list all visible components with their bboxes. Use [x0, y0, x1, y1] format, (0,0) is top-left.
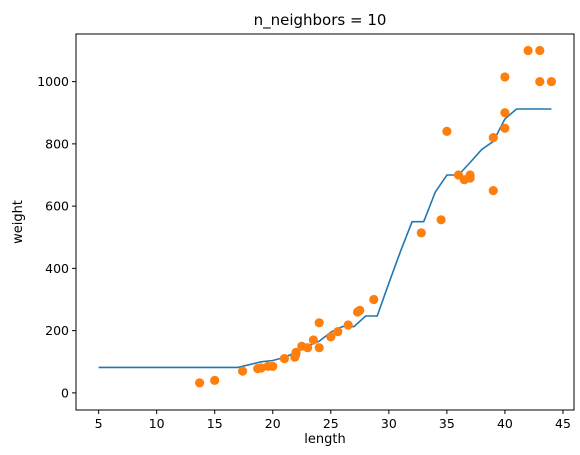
scatter-point — [355, 305, 365, 315]
scatter-point — [416, 228, 426, 238]
plot-area — [98, 45, 557, 388]
x-tick-label: 10 — [149, 416, 165, 431]
scatter-point — [369, 294, 379, 305]
chart-title: n_neighbors = 10 — [254, 11, 387, 30]
scatter-point — [256, 363, 266, 373]
scatter-point — [268, 361, 278, 371]
x-tick-label: 5 — [95, 416, 103, 431]
scatter-point — [343, 320, 353, 330]
y-axis-label: weight — [11, 200, 26, 244]
scatter-point — [291, 347, 301, 357]
scatter-point — [210, 375, 220, 385]
scatter-point — [500, 108, 510, 118]
x-tick-label: 25 — [323, 416, 339, 431]
scatter-point — [436, 215, 446, 225]
scatter-point — [279, 354, 289, 364]
scatter-point — [523, 45, 533, 56]
scatter-point — [535, 45, 545, 56]
scatter-point — [546, 77, 557, 87]
scatter-point — [303, 343, 313, 353]
x-tick-label: 15 — [207, 416, 223, 431]
x-tick-label: 40 — [497, 416, 513, 431]
y-tick-label: 200 — [45, 323, 69, 338]
scatter-point — [500, 123, 510, 133]
scatter-point — [308, 335, 318, 345]
y-tick-label: 600 — [45, 199, 69, 214]
y-tick-label: 800 — [45, 136, 69, 151]
scatter-point — [442, 126, 452, 136]
x-tick-label: 30 — [381, 416, 397, 431]
scatter-point — [500, 72, 510, 82]
scatter-point — [488, 133, 498, 143]
scatter-point — [535, 77, 545, 87]
x-axis-label: length — [304, 432, 345, 447]
y-axis: 0 200 400 600 800 1000 — [37, 74, 76, 400]
scatter-point — [488, 186, 498, 196]
x-tick-label: 35 — [439, 416, 455, 431]
x-axis: 5 10 15 20 25 30 35 40 45 — [95, 410, 571, 431]
x-tick-label: 45 — [555, 416, 571, 431]
knn-prediction-line — [98, 108, 552, 369]
y-tick-label: 1000 — [37, 74, 69, 89]
y-tick-label: 0 — [61, 385, 69, 400]
scatter-point — [326, 332, 336, 342]
scatter-point — [314, 343, 324, 353]
scatter-point — [314, 318, 324, 328]
scatter-point — [465, 170, 475, 180]
y-tick-label: 400 — [45, 261, 69, 276]
axes-frame — [75, 33, 575, 411]
scatter-point — [333, 327, 343, 337]
scatter-point — [195, 378, 205, 388]
scatter-point — [238, 366, 248, 376]
x-tick-label: 20 — [265, 416, 281, 431]
